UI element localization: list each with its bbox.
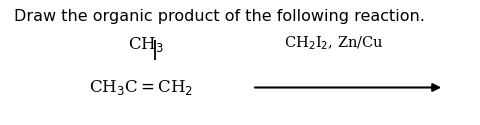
Text: CH$_2$I$_2$, Zn/Cu: CH$_2$I$_2$, Zn/Cu	[284, 35, 384, 52]
Text: CH$_3$: CH$_3$	[129, 35, 164, 54]
Text: Draw the organic product of the following reaction.: Draw the organic product of the followin…	[14, 9, 425, 24]
Text: CH$_3$C$=$CH$_2$: CH$_3$C$=$CH$_2$	[89, 78, 193, 97]
